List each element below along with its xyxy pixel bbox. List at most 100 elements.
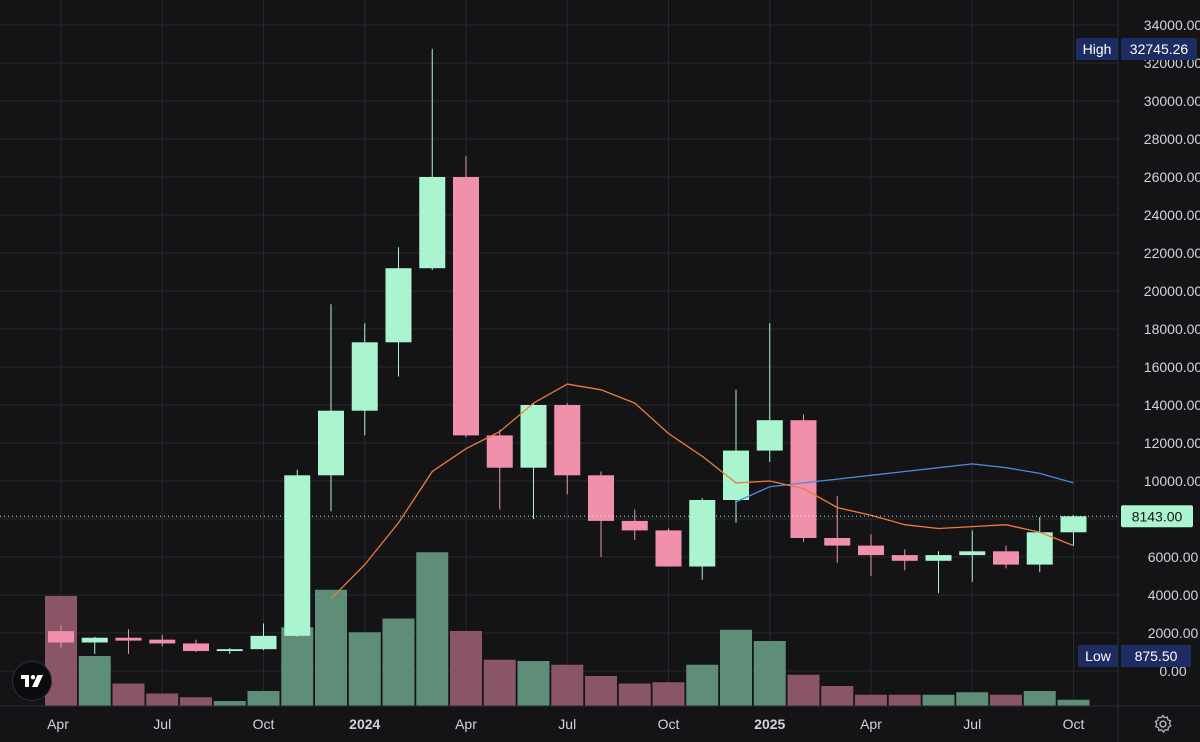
candle-body xyxy=(48,631,74,643)
candle-body xyxy=(284,475,311,636)
time-tick-label: Jul xyxy=(153,716,171,732)
candle-body xyxy=(351,342,378,411)
low-label-box xyxy=(1078,645,1118,667)
time-tick-label: Apr xyxy=(455,716,477,732)
volume-bar xyxy=(753,641,786,706)
candle-body xyxy=(588,475,614,521)
volume-bar xyxy=(1057,699,1090,706)
price-tick-label: 10000.00 xyxy=(1144,473,1200,489)
volume-bar xyxy=(956,692,989,706)
time-tick-label: 2025 xyxy=(754,716,785,732)
price-tick-label: 16000.00 xyxy=(1144,359,1200,375)
candle-body xyxy=(81,637,108,643)
price-tick-label: 26000.00 xyxy=(1144,169,1200,185)
candle-body xyxy=(655,530,682,567)
candle-body xyxy=(959,551,986,556)
candle-body xyxy=(486,435,513,468)
candle-body xyxy=(453,177,479,436)
price-tick-label: 20000.00 xyxy=(1144,283,1200,299)
price-axis[interactable]: 34000.0032000.0030000.0028000.0026000.00… xyxy=(1144,17,1200,679)
price-tick-label: 14000.00 xyxy=(1144,397,1200,413)
price-tick-label: 4000.00 xyxy=(1148,587,1199,603)
last-price-tag xyxy=(1121,505,1193,528)
volume-bar xyxy=(888,694,921,706)
candle-body xyxy=(621,520,648,531)
price-tick-label: 28000.00 xyxy=(1144,131,1200,147)
high-label-box xyxy=(1076,38,1118,60)
volume-bars xyxy=(45,552,1090,706)
volume-bar xyxy=(551,664,584,706)
volume-bar xyxy=(112,683,145,706)
volume-bar xyxy=(180,697,212,706)
candle-body xyxy=(689,500,716,567)
ma-short-line xyxy=(330,383,1074,600)
price-tick-label: 24000.00 xyxy=(1144,207,1200,223)
time-axis[interactable]: Apr Jul Oct 2024 Apr Jul Oct 2025 Apr Jul Oct xyxy=(47,716,1084,732)
time-tick-label: Jul xyxy=(558,716,576,732)
volume-bar xyxy=(821,686,854,706)
time-tick-label: Oct xyxy=(1063,716,1085,732)
time-tick-label: 2024 xyxy=(349,716,380,732)
volume-bar xyxy=(990,694,1022,706)
volume-bar xyxy=(281,627,314,706)
candle-body xyxy=(419,177,446,269)
volume-bar xyxy=(922,694,955,706)
volume-bar xyxy=(450,631,482,706)
grid-lines xyxy=(0,0,1118,706)
time-tick-label: Apr xyxy=(860,716,882,732)
price-tags: High 32745.26 Low 875.50 8143.00 xyxy=(1076,38,1197,667)
time-tick-label: Jul xyxy=(963,716,981,732)
candle-body xyxy=(149,639,176,644)
candle-body xyxy=(318,410,344,476)
price-tick-label: 22000.00 xyxy=(1144,245,1200,261)
candle-body xyxy=(790,420,817,538)
candlesticks xyxy=(48,48,1087,654)
last-price-label: 8143.00 xyxy=(1132,508,1183,524)
volume-bar xyxy=(315,589,347,706)
candle-body xyxy=(891,555,918,561)
candle-body xyxy=(756,420,783,451)
volume-bar xyxy=(483,659,516,706)
volume-bar xyxy=(78,656,111,706)
volume-bar xyxy=(213,701,246,706)
low-value-box xyxy=(1121,645,1191,667)
high-label: High xyxy=(1083,41,1112,57)
price-tick-label: 34000.00 xyxy=(1144,17,1200,33)
time-tick-label: Oct xyxy=(658,716,680,732)
volume-bar xyxy=(416,552,449,706)
price-tick-label: 18000.00 xyxy=(1144,321,1200,337)
volume-bar xyxy=(618,683,651,706)
high-value-box xyxy=(1121,38,1197,60)
volume-bar xyxy=(1023,691,1056,706)
volume-bar xyxy=(787,674,820,706)
price-tick-label: 30000.00 xyxy=(1144,93,1200,109)
volume-bar xyxy=(686,664,719,706)
candle-body xyxy=(1060,516,1087,533)
volume-bar xyxy=(382,618,415,706)
price-tick-label: 2000.00 xyxy=(1148,625,1199,641)
volume-bar xyxy=(517,661,550,706)
candle-body xyxy=(824,538,851,546)
candle-body xyxy=(858,545,884,556)
volume-bar xyxy=(348,632,381,706)
candle-body xyxy=(520,405,547,468)
candle-body xyxy=(385,268,412,343)
volume-bar xyxy=(146,693,179,706)
price-tick-label: 12000.00 xyxy=(1144,435,1200,451)
volume-bar xyxy=(585,676,617,706)
volume-bar xyxy=(652,682,685,706)
candle-body xyxy=(216,649,243,652)
moving-averages xyxy=(330,383,1074,600)
volume-bar xyxy=(247,691,280,706)
tradingview-logo-glyph xyxy=(21,675,43,687)
candle-body xyxy=(1026,532,1053,565)
candle-body xyxy=(183,643,209,652)
gear-icon[interactable] xyxy=(1152,713,1174,735)
tradingview-logo-icon[interactable] xyxy=(12,661,52,701)
candle-body xyxy=(250,635,277,650)
time-tick-label: Apr xyxy=(47,716,69,732)
candle-body xyxy=(925,555,952,561)
volume-bar xyxy=(855,694,887,706)
